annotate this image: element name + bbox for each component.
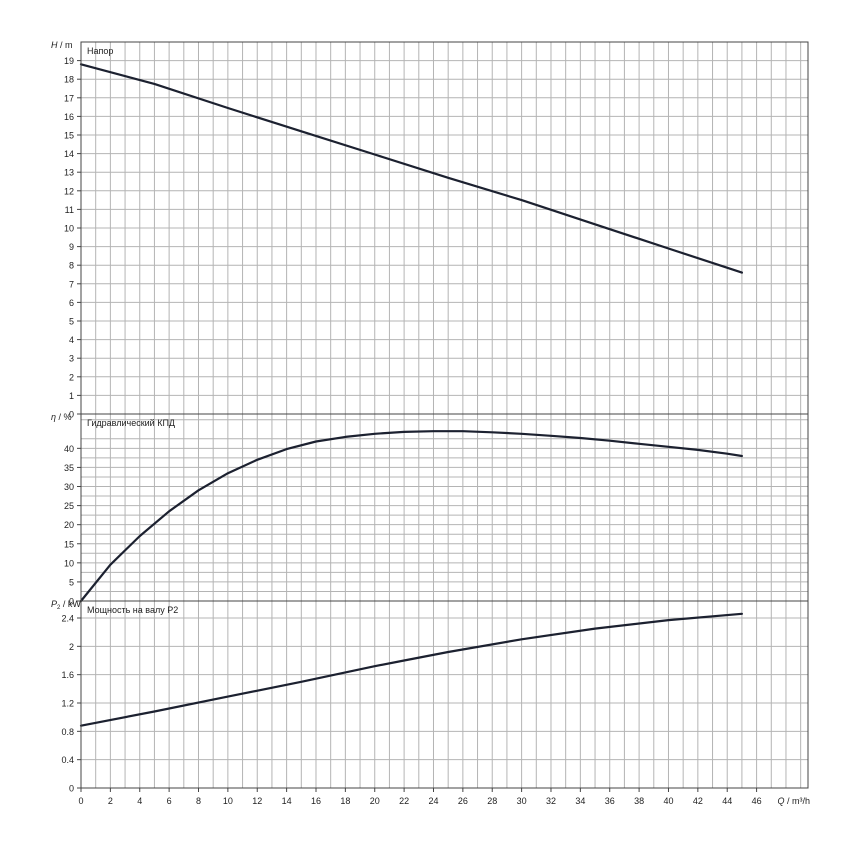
y-tick-label: 19 — [64, 56, 74, 66]
x-tick-label: 0 — [78, 796, 83, 806]
curve-head — [79, 63, 743, 274]
x-tick-label: 22 — [399, 796, 409, 806]
panel-power: 0 0.4 0.8 1.2 1.6 2 2.4 P2 / kW Мощность на валу… — [51, 599, 809, 794]
y-tick-label: 7 — [69, 279, 74, 289]
y-tick-label: 25 — [64, 501, 74, 511]
x-tick-label: 16 — [311, 796, 321, 806]
x-tick-label: 2 — [108, 796, 113, 806]
panel-efficiency: 0 5 10 15 20 25 30 35 40 η / % Гидравлический КПД — [51, 412, 809, 607]
grid — [95, 42, 802, 788]
y-axis-label: H / m — [51, 40, 73, 50]
x-tick-label: 26 — [458, 796, 468, 806]
y-tick-label: 20 — [64, 520, 74, 530]
y-tick-label: 10 — [64, 558, 74, 568]
x-axis: 0 2 4 6 8 10 12 14 16 18 20 22 24 26 28 30 32 34 36 38 40 42 4… — [78, 788, 810, 806]
y-tick-label: 1 — [69, 391, 74, 401]
x-tick-label: 34 — [575, 796, 585, 806]
y-tick-label: 2.4 — [61, 614, 74, 624]
y-tick-label: 4 — [69, 335, 74, 345]
x-tick-label: 18 — [340, 796, 350, 806]
y-tick-label: 35 — [64, 463, 74, 473]
panel-title: Напор — [87, 46, 113, 56]
x-tick-label: 24 — [428, 796, 438, 806]
panel-frame — [80, 600, 809, 789]
y-tick-label: 1.6 — [61, 670, 74, 680]
x-axis-label: Q / m³/h — [777, 796, 810, 806]
x-tick-label: 14 — [282, 796, 292, 806]
x-tick-label: 6 — [167, 796, 172, 806]
x-tick-label: 20 — [370, 796, 380, 806]
panel-title: Мощность на валу P2 — [87, 605, 178, 615]
y-tick-label: 40 — [64, 444, 74, 454]
y-tick-label: 12 — [64, 186, 74, 196]
y-tick-label: 0.4 — [61, 755, 74, 765]
y-tick-label: 15 — [64, 131, 74, 141]
curve-power — [79, 612, 743, 727]
y-axis-label: η / % — [51, 412, 72, 422]
x-tick-label: 8 — [196, 796, 201, 806]
x-tick-label: 40 — [663, 796, 673, 806]
y-tick-label: 10 — [64, 224, 74, 234]
y-tick-label: 30 — [64, 482, 74, 492]
y-tick-label: 17 — [64, 93, 74, 103]
x-tick-label: 46 — [752, 796, 762, 806]
y-tick-label: 0.8 — [61, 727, 74, 737]
y-tick-label: 6 — [69, 298, 74, 308]
y-tick-label: 0 — [69, 597, 74, 607]
y-tick-label: 16 — [64, 112, 74, 122]
y-tick-label: 13 — [64, 168, 74, 178]
x-tick-label: 42 — [693, 796, 703, 806]
x-tick-label: 38 — [634, 796, 644, 806]
y-tick-label: 1.2 — [61, 699, 74, 709]
y-tick-label: 11 — [65, 205, 74, 215]
x-tick-label: 36 — [605, 796, 615, 806]
y-tick-label: 15 — [64, 539, 74, 549]
y-tick-label: 5 — [69, 577, 74, 587]
y-tick-label: 0 — [69, 410, 74, 420]
y-tick-label: 18 — [64, 75, 74, 85]
y-tick-label: 2 — [69, 372, 74, 382]
y-tick-label: 9 — [69, 242, 74, 252]
x-tick-label: 4 — [137, 796, 142, 806]
x-tick-label: 30 — [517, 796, 527, 806]
panel-frame — [80, 413, 809, 602]
x-tick-label: 12 — [252, 796, 262, 806]
y-tick-label: 0 — [69, 784, 74, 794]
panel-title: Гидравлический КПД — [87, 418, 175, 428]
y-tick-label: 14 — [64, 149, 74, 159]
x-tick-label: 32 — [546, 796, 556, 806]
y-tick-label: 2 — [69, 642, 74, 652]
x-tick-label: 28 — [487, 796, 497, 806]
y-tick-label: 5 — [69, 317, 74, 327]
curve-efficiency — [79, 430, 743, 603]
y-tick-label: 3 — [69, 354, 74, 364]
y-tick-label: 8 — [69, 261, 74, 271]
x-tick-label: 10 — [223, 796, 233, 806]
y-axis-label: P2 / kW — [51, 599, 81, 611]
x-tick-label: 44 — [722, 796, 732, 806]
